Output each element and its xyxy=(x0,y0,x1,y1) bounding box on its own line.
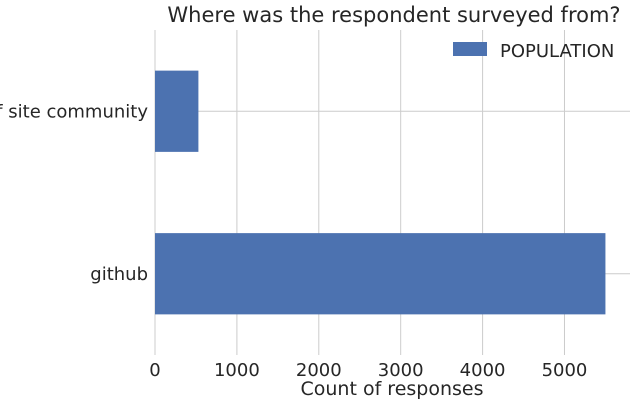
x-tick-label: 3000 xyxy=(378,360,424,381)
x-tick-labels: 0 1000 2000 3000 4000 5000 xyxy=(149,360,587,381)
legend-label: POPULATION xyxy=(500,41,614,62)
x-axis-label: Count of responses xyxy=(300,378,483,400)
x-tick-label: 5000 xyxy=(542,360,588,381)
x-tick-label: 1000 xyxy=(214,360,260,381)
legend: POPULATION xyxy=(453,41,614,62)
y-tick-label: off site community xyxy=(0,101,148,122)
y-tick-label: github xyxy=(90,264,148,285)
chart-title: Where was the respondent surveyed from? xyxy=(167,3,620,27)
legend-swatch xyxy=(453,42,487,56)
x-tick-label: 4000 xyxy=(460,360,506,381)
x-tick-label: 2000 xyxy=(296,360,342,381)
grid-lines xyxy=(154,30,630,355)
bar-github xyxy=(155,233,606,315)
x-tick-label: 0 xyxy=(149,360,160,381)
y-tick-labels: off site community github xyxy=(0,101,148,285)
bar-off-site-community xyxy=(155,70,199,152)
bars xyxy=(155,70,606,315)
